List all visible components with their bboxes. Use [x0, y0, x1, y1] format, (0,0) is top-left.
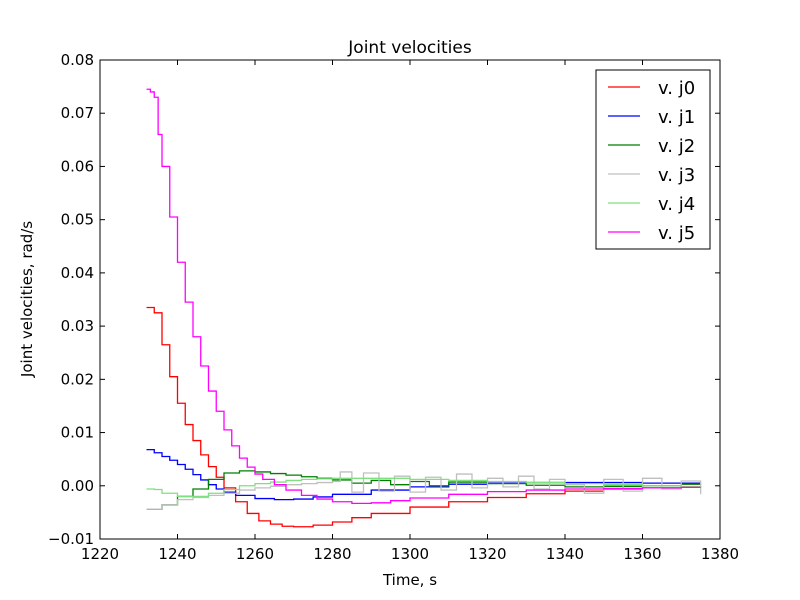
y-tick-label: 0.07	[61, 104, 94, 122]
y-tick-label: 0.00	[61, 477, 94, 495]
legend-label: v. j1	[658, 107, 695, 128]
x-tick-label: 1220	[81, 545, 119, 563]
y-tick-label: 0.02	[61, 370, 94, 388]
series-line-v-j4	[146, 477, 702, 498]
y-tick-label: 0.08	[61, 51, 94, 69]
y-tick-label: −0.01	[48, 530, 94, 548]
legend-label: v. j4	[658, 194, 695, 215]
legend-label: v. j3	[658, 165, 695, 186]
y-tick-label: 0.04	[61, 264, 94, 282]
chart-title: Joint velocities	[347, 38, 472, 58]
legend-label: v. j5	[658, 223, 695, 244]
x-tick-label: 1260	[236, 545, 274, 563]
x-tick-label: 1360	[623, 545, 661, 563]
x-tick-label: 1340	[546, 545, 584, 563]
legend: v. j0 v. j1 v. j2 v. j3 v. j4 v. j5	[595, 69, 711, 250]
y-tick-label: 0.05	[61, 211, 94, 229]
x-tick-label: 1300	[391, 545, 429, 563]
x-tick-label: 1320	[468, 545, 506, 563]
y-tick-label: 0.03	[61, 317, 94, 335]
y-axis-label: Joint velocities, rad/s	[18, 221, 36, 378]
series-line-v-j3	[146, 471, 702, 510]
series-layer	[146, 88, 702, 528]
y-tick-label: 0.01	[61, 424, 94, 442]
series-line-v-j0	[146, 306, 702, 528]
x-axis: 1220 1240 1260 1280 1300 1320 1340 1360 1380	[81, 60, 739, 563]
y-tick-label: 0.06	[61, 157, 94, 175]
x-tick-label: 1380	[701, 545, 739, 563]
x-axis-label: Time, s	[382, 571, 437, 589]
x-tick-label: 1240	[158, 545, 196, 563]
legend-label: v. j0	[658, 78, 695, 99]
legend-label: v. j2	[658, 136, 695, 157]
legend-frame	[595, 69, 711, 250]
series-line-v-j5	[146, 88, 701, 504]
y-axis: −0.01 0.00 0.01 0.02 0.03 0.04 0.05 0.06 0.07 0.0…	[48, 51, 720, 548]
x-tick-label: 1280	[313, 545, 351, 563]
